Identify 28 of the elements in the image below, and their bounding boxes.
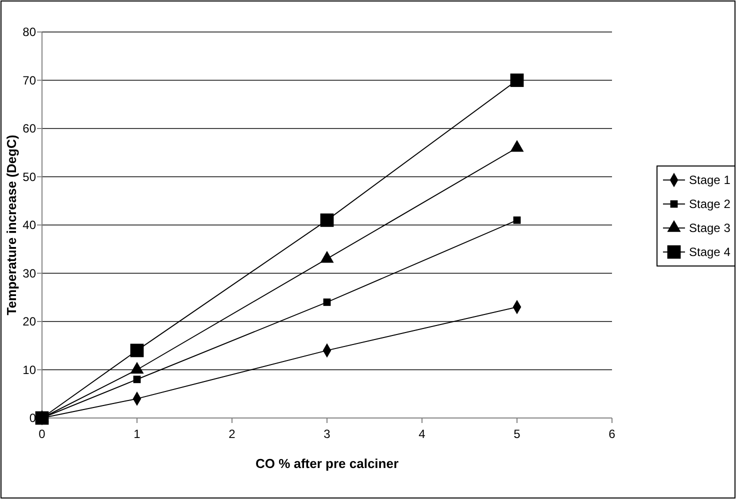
- y-tick-label: 80: [22, 25, 36, 40]
- x-tick-label: 3: [324, 427, 331, 441]
- legend-label: Stage 1: [689, 173, 731, 188]
- x-tick-label: 0: [38, 427, 46, 441]
- y-tick-label: 70: [22, 73, 36, 88]
- point: [133, 376, 141, 384]
- point: [130, 344, 144, 358]
- y-tick-label: 40: [22, 218, 36, 232]
- legend-label: Stage 4: [689, 245, 731, 260]
- point: [323, 298, 331, 306]
- legend-label: Stage 3: [689, 221, 731, 236]
- x-tick-label: 6: [608, 427, 616, 441]
- y-tick-label: 0: [29, 411, 36, 426]
- y-tick-label: 30: [22, 266, 36, 280]
- y-tick-label: 20: [22, 314, 36, 329]
- point: [513, 216, 521, 224]
- y-tick-label: 50: [22, 170, 36, 184]
- y-axis-title: Temperature increase (DegC): [4, 134, 19, 316]
- x-axis-title: CO % after pre calciner: [255, 456, 399, 471]
- x-tick-label: 5: [514, 427, 521, 441]
- x-tick-label: 2: [228, 427, 236, 441]
- legend-label: Stage 2: [689, 197, 731, 212]
- x-tick-label: 1: [134, 427, 141, 441]
- point: [510, 74, 524, 87]
- point: [320, 213, 334, 227]
- y-tick-label: 10: [22, 362, 36, 377]
- y-tick-label: 60: [22, 122, 36, 136]
- x-tick-label: 4: [418, 427, 426, 441]
